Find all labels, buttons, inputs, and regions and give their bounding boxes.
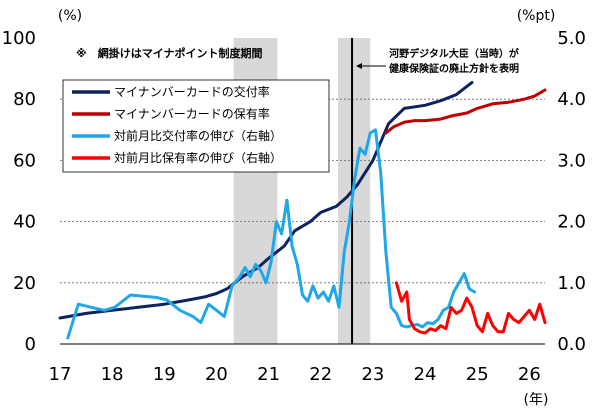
x-tick-label: 25	[466, 364, 489, 385]
right-y-tick-label: 4.0	[557, 89, 586, 110]
shading-note: ※ 網掛けはマイナポイント制度期間	[76, 46, 262, 60]
issuance-rate-line	[58, 80, 474, 320]
x-tick-label: 19	[153, 364, 176, 385]
x-tick-label: 21	[257, 364, 280, 385]
left-y-tick-label: 60	[13, 150, 36, 171]
legend-label: 対前月比保有率の伸び（右軸）	[114, 150, 282, 165]
left-y-tick-label: 40	[13, 212, 36, 233]
x-tick-label: 24	[414, 364, 437, 385]
left-y-tick-label: 100	[2, 28, 36, 49]
legend-label: 対前月比交付率の伸び（右軸）	[114, 128, 282, 143]
left-axis-unit: (%)	[58, 8, 82, 24]
left-y-tick-label: 20	[13, 273, 36, 294]
tick-labels: 17 18 19 20 21 22 23 24 25 26 0 20 40 60 80 100 0.0 1.0 2.…	[2, 28, 586, 385]
legend-label: マイナンバーカードの保有率	[114, 106, 270, 121]
annotation: 河野デジタル大臣（当時）が 健康保険証の廃止方針を表明	[356, 47, 520, 75]
left-y-tick-label: 80	[13, 89, 36, 110]
holding-rate-line	[384, 88, 547, 135]
right-y-tick-label: 1.0	[557, 273, 586, 294]
right-axis-unit: (%pt)	[517, 8, 556, 24]
x-tick-label: 20	[205, 364, 228, 385]
annotation-line-1: 河野デジタル大臣（当時）が	[389, 47, 520, 60]
right-y-tick-label: 5.0	[557, 28, 586, 49]
legend-label: マイナンバーカードの交付率	[114, 84, 270, 99]
left-y-tick-label: 0	[25, 334, 36, 355]
right-y-tick-label: 3.0	[557, 150, 586, 171]
annotation-line-2: 健康保険証の廃止方針を表明	[389, 62, 519, 75]
x-axis-unit: (年)	[524, 392, 549, 408]
x-tick-label: 26	[518, 364, 541, 385]
x-tick-label: 22	[309, 364, 332, 385]
x-tick-label: 17	[49, 364, 72, 385]
legend: マイナンバーカードの交付率マイナンバーカードの保有率対前月比交付率の伸び（右軸）…	[62, 79, 330, 173]
right-y-tick-label: 2.0	[557, 212, 586, 233]
holding-growth-line	[394, 281, 547, 335]
x-tick-label: 18	[101, 364, 124, 385]
right-y-tick-label: 0.0	[557, 334, 586, 355]
x-tick-label: 23	[361, 364, 384, 385]
series-lines	[58, 80, 547, 340]
issuance-growth-line	[66, 128, 477, 340]
annotation-arrowhead	[356, 63, 362, 69]
